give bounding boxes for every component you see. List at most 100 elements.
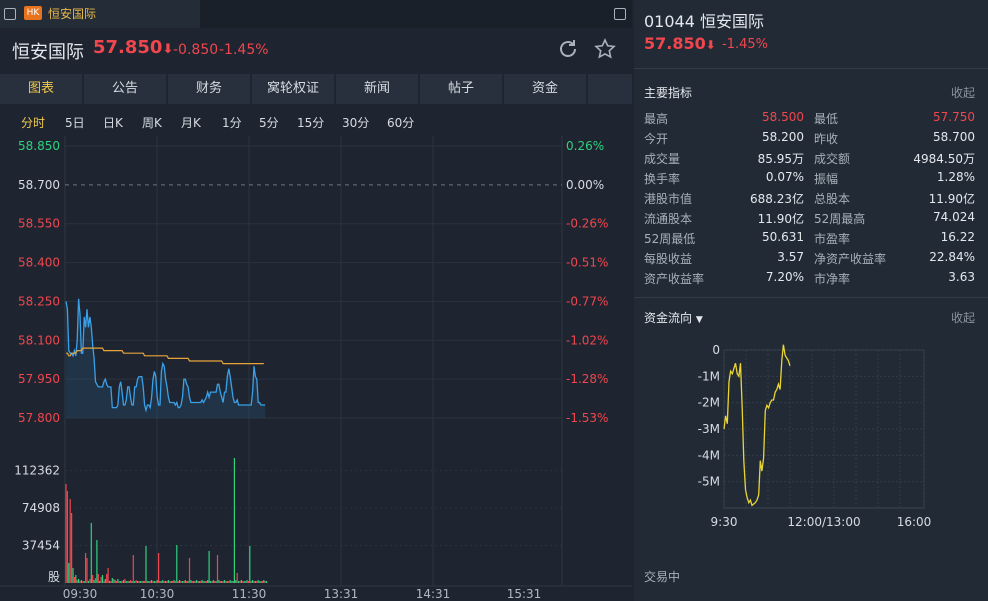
volume-bar — [73, 577, 75, 583]
flow-collapse-button[interactable]: 收起 — [951, 311, 976, 325]
period-5m[interactable]: 5分 — [259, 116, 279, 130]
tab-financials[interactable]: 财务 — [168, 74, 250, 104]
volume-bar — [142, 581, 144, 583]
tab-chart[interactable]: 图表 — [0, 74, 82, 104]
volume-bar — [75, 575, 77, 583]
refresh-icon[interactable] — [557, 38, 579, 60]
volume-bar — [247, 581, 249, 583]
volume-bar — [89, 579, 91, 583]
volume-bar — [113, 579, 115, 583]
volume-bar — [229, 580, 231, 583]
price-area — [66, 298, 266, 418]
star-icon[interactable] — [594, 38, 616, 60]
volume-bar — [180, 581, 182, 583]
period-intraday[interactable]: 分时 — [21, 116, 46, 130]
tab-news[interactable]: 新闻 — [336, 74, 418, 104]
pct-tick-label: 0.26% — [566, 139, 604, 153]
volume-bar — [202, 581, 205, 583]
stock-tab[interactable]: HK 恒安国际 — [0, 0, 200, 28]
period-daily[interactable]: 日K — [103, 116, 123, 130]
volume-bar — [129, 580, 132, 583]
metrics-collapse-button[interactable]: 收起 — [951, 86, 976, 100]
volume-bar — [170, 581, 172, 583]
volume-bar — [108, 581, 111, 583]
volume-bar — [80, 580, 82, 583]
flow-time-label: 16:00 — [897, 515, 932, 529]
volume-bar — [231, 581, 233, 583]
period-30m[interactable]: 30分 — [342, 116, 370, 130]
volume-bar — [106, 574, 108, 583]
metric-value: 0.07% — [765, 170, 804, 184]
price-change: -0.850 — [173, 42, 219, 58]
volume-bar — [232, 581, 234, 583]
volume-bar — [125, 581, 127, 583]
price-tick-label: 58.250 — [18, 294, 60, 308]
volume-bar — [242, 581, 244, 583]
time-tick-label: 09:30 — [63, 587, 98, 601]
volume-bar — [216, 555, 219, 583]
volume-bar — [266, 581, 268, 583]
volume-bar — [149, 581, 151, 583]
volume-bar — [209, 581, 212, 583]
volume-bar — [69, 499, 71, 583]
volume-bar — [111, 578, 113, 583]
period-15m[interactable]: 15分 — [297, 116, 325, 130]
trading-status: 交易中 — [644, 570, 681, 584]
metric-label: 成交量 — [644, 152, 681, 166]
period-60m[interactable]: 60分 — [387, 116, 415, 130]
volume-bar — [127, 581, 129, 583]
volume-bar — [145, 546, 147, 583]
intraday-chart[interactable]: 58.850 58.700 58.550 58.400 58.250 58.100 57.9… — [0, 136, 632, 601]
metrics-row: 港股市值 688.23亿 总股本 11.90亿 — [644, 190, 978, 210]
price-tick-label: 58.850 — [18, 139, 60, 153]
caret-down-icon: ▼ — [695, 315, 703, 325]
metric-value: 11.90亿 — [928, 192, 975, 206]
period-5d[interactable]: 5日 — [65, 116, 85, 130]
volume-bar — [233, 458, 235, 583]
flow-title-dropdown[interactable]: 资金流向 ▼ — [644, 311, 703, 325]
volume-bar — [151, 580, 153, 583]
avg-price-line — [66, 347, 264, 365]
volume-bar — [96, 540, 98, 583]
period-weekly[interactable]: 周K — [142, 116, 162, 130]
window-square-icon[interactable] — [614, 8, 626, 20]
period-1m[interactable]: 1分 — [222, 116, 242, 130]
metric-label: 最低 — [814, 112, 839, 126]
panel-price: 57.850⬇ — [644, 34, 716, 53]
window-square-icon[interactable] — [4, 8, 16, 20]
metric-value: 74.024 — [933, 210, 975, 224]
volume-bar — [132, 555, 134, 583]
tab-warrants[interactable]: 窝轮权证 — [252, 74, 334, 104]
metric-label: 换手率 — [644, 172, 681, 186]
tab-announcements[interactable]: 公告 — [84, 74, 166, 104]
metric-label: 市盈率 — [814, 232, 851, 246]
capital-flow-chart[interactable]: 0 -1M -2M -3M -4M -5M 9:30 12:00/13:00 16:00 — [694, 340, 934, 540]
tab-capital[interactable]: 资金 — [504, 74, 586, 104]
volume-bar — [159, 581, 161, 583]
volume-bar — [90, 523, 92, 583]
volume-bar — [153, 581, 155, 583]
tab-more[interactable] — [588, 74, 632, 104]
volume-bar — [205, 581, 207, 583]
metric-value: 11.90亿 — [757, 212, 804, 226]
metric-label: 资产收益率 — [644, 272, 705, 286]
pct-tick-label: -0.51% — [566, 256, 608, 270]
volume-bar — [82, 581, 84, 583]
volume-bar — [172, 581, 174, 583]
volume-bar — [99, 581, 101, 583]
metric-label: 52周最高 — [814, 212, 866, 226]
period-monthly[interactable]: 月K — [181, 116, 201, 130]
volume-bar — [173, 580, 175, 583]
volume-bar — [121, 581, 123, 583]
volume-bar — [190, 580, 192, 583]
pct-tick-label: -0.77% — [566, 294, 608, 308]
volume-unit-label: 股 — [48, 570, 60, 584]
tab-posts[interactable]: 帖子 — [420, 74, 502, 104]
volume-bar — [86, 558, 88, 583]
volume-bar — [137, 581, 139, 583]
volume-bar — [260, 581, 262, 583]
volume-bar — [218, 580, 220, 583]
metric-value: 1.28% — [936, 170, 975, 184]
volume-bar — [257, 580, 259, 583]
metric-value: 4984.50万 — [913, 152, 975, 166]
